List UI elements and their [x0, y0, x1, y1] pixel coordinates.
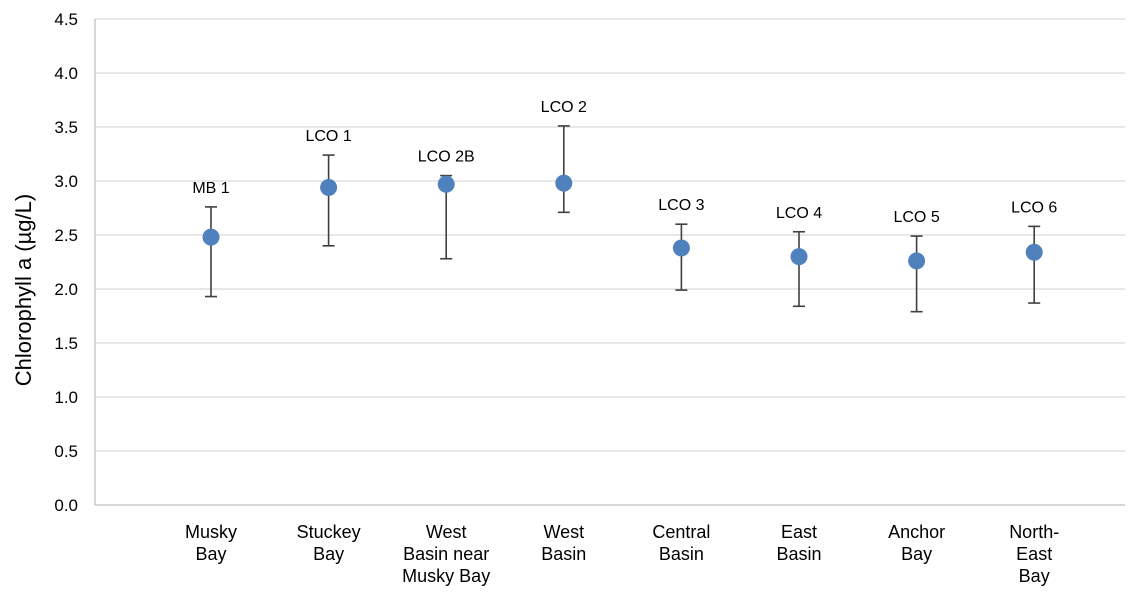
- data-point: [555, 174, 573, 192]
- x-category-line: Stuckey: [297, 522, 361, 542]
- data-points: [202, 174, 1043, 270]
- x-category-label: Anchor Bay: [888, 522, 945, 564]
- x-category-line: Basin near: [403, 544, 489, 564]
- y-tick-label: 1.0: [54, 388, 78, 407]
- y-tick-label: 4.5: [54, 10, 78, 29]
- x-category-line: Bay: [1019, 566, 1050, 586]
- point-label: LCO 2: [541, 99, 587, 116]
- y-tick-label: 0.0: [54, 496, 78, 515]
- data-point: [320, 178, 338, 196]
- point-label: LCO 6: [1011, 199, 1057, 216]
- gridlines: [95, 18, 1125, 452]
- x-category-line: Bay: [313, 544, 344, 564]
- x-category-line: Musky: [185, 522, 237, 542]
- y-tick-labels: 0.0 0.5 1.0 1.5 2.0 2.5 3.0 3.5 4.0 4.5: [54, 10, 78, 515]
- y-tick-label: 3.5: [54, 118, 78, 137]
- data-point: [202, 228, 220, 246]
- y-axis-title: Chlorophyll a (µg/L): [11, 194, 36, 386]
- x-category-line: North-: [1009, 522, 1059, 542]
- x-category-label: West Basin: [541, 522, 586, 564]
- x-category-label: West Basin near Musky Bay: [402, 522, 490, 586]
- x-category-line: East: [781, 522, 817, 542]
- x-category-line: East: [1016, 544, 1052, 564]
- x-category-line: Basin: [776, 544, 821, 564]
- x-category-line: West: [426, 522, 467, 542]
- point-labels: MB 1 LCO 1 LCO 2B LCO 2 LCO 3 LCO 4 LCO 5 LCO 6: [192, 99, 1057, 226]
- data-point: [437, 175, 455, 193]
- data-point: [790, 248, 808, 266]
- axes: [94, 19, 1125, 506]
- x-category-line: Central: [652, 522, 710, 542]
- error-bars: [205, 125, 1041, 313]
- point-label: LCO 3: [658, 197, 704, 214]
- x-category-line: Basin: [659, 544, 704, 564]
- point-label: LCO 5: [893, 209, 939, 226]
- point-label: LCO 1: [305, 128, 351, 145]
- y-tick-label: 3.0: [54, 172, 78, 191]
- x-category-line: West: [543, 522, 584, 542]
- y-tick-label: 1.5: [54, 334, 78, 353]
- x-category-label: Stuckey Bay: [297, 522, 361, 564]
- data-point: [908, 252, 926, 270]
- x-category-line: Bay: [901, 544, 932, 564]
- y-tick-label: 0.5: [54, 442, 78, 461]
- x-category-label: Musky Bay: [185, 522, 237, 564]
- x-category-line: Bay: [195, 544, 226, 564]
- x-category-label: North-East Bay: [1009, 522, 1059, 586]
- data-point: [1025, 243, 1043, 261]
- y-tick-label: 2.0: [54, 280, 78, 299]
- x-category-line: Basin: [541, 544, 586, 564]
- point-label: LCO 4: [776, 205, 822, 222]
- x-category-line: Musky Bay: [402, 566, 490, 586]
- point-label: MB 1: [192, 180, 229, 197]
- y-tick-label: 2.5: [54, 226, 78, 245]
- y-tick-label: 4.0: [54, 64, 78, 83]
- point-label: LCO 2B: [418, 149, 475, 166]
- x-category-line: Anchor: [888, 522, 945, 542]
- x-category-label: East Basin: [776, 522, 821, 564]
- data-point: [672, 239, 690, 257]
- x-category-label: Central Basin: [652, 522, 710, 564]
